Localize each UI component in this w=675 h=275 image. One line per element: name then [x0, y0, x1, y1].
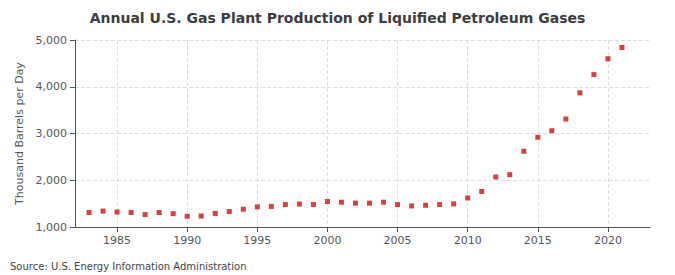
- svg-text:Source: U.S. Energy Informatio: Source: U.S. Energy Information Administ…: [10, 261, 247, 272]
- svg-text:3,000: 3,000: [36, 127, 68, 140]
- svg-text:1995: 1995: [243, 234, 271, 247]
- svg-text:2010: 2010: [454, 234, 482, 247]
- svg-text:1985: 1985: [103, 234, 131, 247]
- svg-text:2,000: 2,000: [36, 174, 68, 187]
- svg-text:2000: 2000: [313, 234, 341, 247]
- svg-text:1,000: 1,000: [36, 221, 68, 234]
- svg-text:5,000: 5,000: [36, 34, 68, 47]
- svg-text:Annual U.S. Gas Plant Producti: Annual U.S. Gas Plant Production of Liqu…: [90, 10, 586, 26]
- svg-text:1990: 1990: [173, 234, 201, 247]
- svg-text:2005: 2005: [384, 234, 412, 247]
- svg-text:Thousand Barrels per Day: Thousand Barrels per Day: [13, 62, 26, 206]
- svg-text:4,000: 4,000: [36, 80, 68, 93]
- svg-text:2015: 2015: [524, 234, 552, 247]
- svg-text:2020: 2020: [594, 234, 622, 247]
